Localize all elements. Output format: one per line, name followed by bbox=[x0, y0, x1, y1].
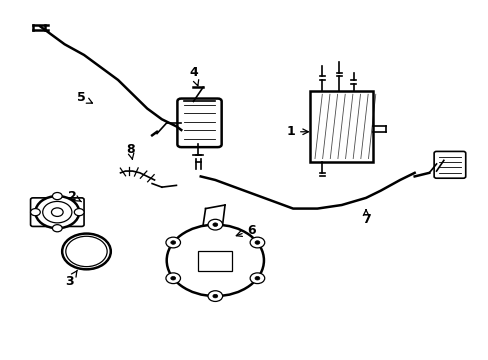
Circle shape bbox=[52, 225, 62, 232]
Text: 5: 5 bbox=[77, 91, 92, 104]
Text: 2: 2 bbox=[67, 190, 81, 203]
Circle shape bbox=[165, 273, 180, 284]
Circle shape bbox=[35, 196, 79, 228]
Text: 6: 6 bbox=[236, 224, 256, 237]
Circle shape bbox=[30, 208, 40, 216]
Circle shape bbox=[212, 223, 217, 226]
FancyBboxPatch shape bbox=[433, 152, 465, 178]
Circle shape bbox=[250, 273, 264, 284]
Circle shape bbox=[166, 225, 264, 296]
Text: 7: 7 bbox=[361, 210, 370, 226]
Circle shape bbox=[170, 276, 175, 280]
Circle shape bbox=[207, 291, 222, 301]
Circle shape bbox=[207, 219, 222, 230]
Circle shape bbox=[52, 193, 62, 200]
FancyBboxPatch shape bbox=[177, 99, 221, 147]
Circle shape bbox=[212, 294, 217, 298]
Text: 8: 8 bbox=[126, 143, 134, 159]
Circle shape bbox=[51, 208, 63, 216]
Ellipse shape bbox=[62, 234, 111, 269]
FancyBboxPatch shape bbox=[309, 91, 372, 162]
Circle shape bbox=[42, 202, 72, 223]
Text: 1: 1 bbox=[286, 125, 308, 138]
FancyBboxPatch shape bbox=[198, 251, 232, 271]
Circle shape bbox=[254, 241, 259, 244]
Circle shape bbox=[170, 241, 175, 244]
Circle shape bbox=[165, 237, 180, 248]
Ellipse shape bbox=[66, 236, 107, 267]
Circle shape bbox=[254, 276, 259, 280]
Text: 4: 4 bbox=[189, 66, 198, 86]
Circle shape bbox=[74, 208, 84, 216]
Text: 3: 3 bbox=[65, 270, 77, 288]
Circle shape bbox=[250, 237, 264, 248]
